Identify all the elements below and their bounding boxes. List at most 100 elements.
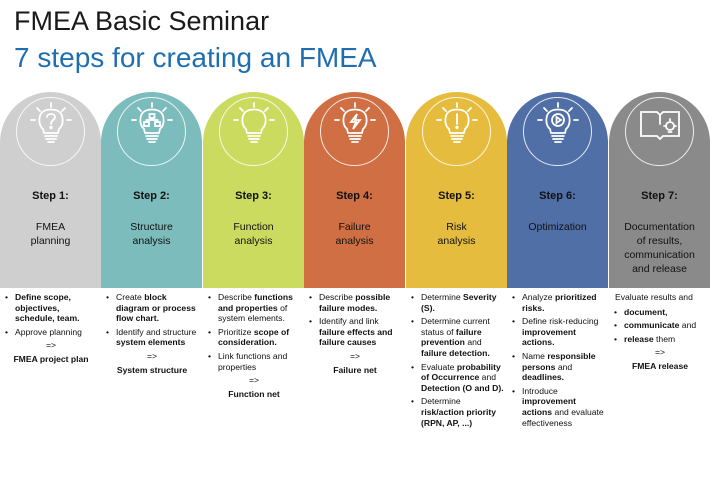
activities-intro: Evaluate results and bbox=[615, 292, 693, 302]
activity-text: failure prevention bbox=[421, 326, 482, 348]
activity-item: Determine Severity (S). bbox=[411, 292, 506, 313]
activity-text: risk/action priority (RPN, AP, ...) bbox=[421, 406, 496, 428]
activity-item: Name responsible persons and deadlines. bbox=[512, 350, 607, 383]
activity-text: Describe bbox=[319, 292, 356, 302]
step-name-line: communication bbox=[624, 249, 695, 261]
activity-text: Link functions and properties bbox=[218, 350, 288, 372]
step-7-badge bbox=[609, 88, 710, 198]
step-name-line: Failure bbox=[338, 221, 371, 233]
step-7-label: Step 7: bbox=[641, 190, 678, 202]
step-2-activities: Create block diagram or process flow cha… bbox=[103, 292, 201, 375]
step-name-line: FMEA bbox=[35, 221, 66, 233]
step-7-name: Documentation of results, communication and… bbox=[612, 220, 707, 276]
activity-text: Introduce bbox=[522, 385, 558, 396]
step-name-line: analysis bbox=[335, 235, 374, 247]
step-1-name: FMEA planning bbox=[3, 220, 98, 248]
activity-text: of system elements. bbox=[218, 302, 288, 324]
function-bulb-icon bbox=[233, 102, 275, 148]
step-4-activities: Describe possible failure modes. Identify… bbox=[306, 292, 404, 375]
page-subtitle: 7 steps for creating an FMEA bbox=[14, 42, 377, 73]
activity-text: possible failure modes. bbox=[319, 292, 391, 313]
step-6-label: Step 6: bbox=[539, 190, 576, 202]
activity-text: Determine current status of bbox=[421, 316, 490, 337]
step-5-column: Step 5: Risk analysis Determine Severity (S… bbox=[406, 88, 507, 490]
step-3-column: Step 3: Function analysis Describe function… bbox=[203, 88, 304, 490]
step-1-column: Step 1: FMEA planning Define scope, objecti… bbox=[0, 88, 101, 490]
activity-text: responsible persons bbox=[522, 350, 596, 372]
activity-item: Link functions and properties bbox=[208, 350, 303, 372]
result-arrow: => bbox=[654, 347, 666, 358]
result-arrow: => bbox=[248, 375, 260, 386]
activity-text: communicate bbox=[624, 320, 680, 331]
activity-text: Name bbox=[522, 350, 548, 361]
step-2-column: Step 2: Structure analysis Create block dia… bbox=[101, 88, 202, 490]
activity-item: Describe possible failure modes. bbox=[309, 292, 404, 313]
step-2-name: Structure analysis bbox=[104, 220, 199, 248]
activity-text: release bbox=[624, 333, 654, 344]
activity-item: Determine risk/action priority (RPN, AP,… bbox=[411, 396, 506, 428]
step-1-badge bbox=[0, 88, 101, 198]
activity-item: Approve planning bbox=[5, 327, 100, 338]
step-5-label: Step 5: bbox=[438, 190, 475, 202]
activity-item: Determine current status of failure prev… bbox=[411, 316, 506, 358]
step-6-activities: Analyze prioritized risks. Define risk-re… bbox=[509, 292, 607, 431]
activity-item: Identify and structure system elements bbox=[106, 326, 201, 348]
activity-text: improvement actions. bbox=[522, 326, 576, 348]
activity-text: and bbox=[479, 372, 497, 383]
activity-text: Describe bbox=[218, 292, 255, 302]
activity-item: release them bbox=[614, 333, 709, 345]
step-name-line: and release bbox=[632, 263, 687, 275]
exclamation-bulb-icon bbox=[436, 102, 478, 148]
activity-item: Prioritize scope of consideration. bbox=[208, 326, 303, 348]
activity-text: Determine bbox=[421, 396, 461, 407]
step-2-badge bbox=[101, 88, 202, 198]
activity-text: and bbox=[464, 337, 482, 348]
activity-text: Identify and structure bbox=[116, 326, 197, 337]
step-4-label: Step 4: bbox=[336, 190, 373, 202]
lightning-bulb-icon bbox=[334, 102, 376, 148]
structure-bulb-icon bbox=[131, 102, 173, 148]
activity-item: Describe functions and properties of sys… bbox=[208, 292, 303, 324]
step-6-badge bbox=[507, 88, 608, 198]
book-bulb-icon bbox=[639, 102, 681, 148]
step-name-line: Documentation bbox=[624, 221, 695, 233]
activity-text: scope of consideration. bbox=[218, 326, 290, 348]
activity-text: block diagram or process flow chart. bbox=[116, 292, 196, 324]
activity-item: Define scope, objectives, schedule, team… bbox=[5, 292, 100, 324]
activity-text: system elements bbox=[116, 337, 186, 348]
step-4-column: Step 4: Failure analysis Describe possible … bbox=[304, 88, 405, 490]
step-name-line: Optimization bbox=[528, 221, 587, 233]
step-1-result: FMEA project plan bbox=[13, 353, 89, 364]
activity-text: failure detection. bbox=[421, 347, 490, 358]
activity-text: them bbox=[653, 333, 676, 344]
step-6-name: Optimization bbox=[510, 220, 605, 234]
step-3-name: Function analysis bbox=[206, 220, 301, 248]
step-6-column: Step 6: Optimization Analyze prioritized r… bbox=[507, 88, 608, 490]
activity-item: Create block diagram or process flow cha… bbox=[106, 292, 201, 324]
step-name-line: planning bbox=[30, 235, 71, 247]
activity-text: Create bbox=[116, 292, 145, 302]
activity-item: Define risk-reducing improvement actions… bbox=[512, 316, 607, 348]
activity-text: Evaluate bbox=[421, 361, 457, 372]
activity-item: Evaluate probability of Occurrence and D… bbox=[411, 361, 506, 394]
activity-text: deadlines. bbox=[522, 372, 565, 383]
activity-text: Define scope, objectives, schedule, team… bbox=[15, 292, 80, 324]
step-3-result: Function net bbox=[228, 388, 280, 399]
activity-item: Introduce improvement actions and evalua… bbox=[512, 385, 607, 428]
result-arrow: => bbox=[146, 350, 158, 361]
activity-text: improvement actions bbox=[522, 396, 576, 417]
activity-text: prioritized risks. bbox=[522, 292, 597, 313]
activity-text: failure effects and failure causes bbox=[319, 326, 393, 348]
activity-text: functions and properties bbox=[218, 292, 293, 313]
activity-text: Detection (O and D). bbox=[421, 382, 504, 393]
step-name-line: Risk bbox=[446, 221, 467, 233]
activity-item: document, bbox=[614, 307, 709, 318]
activity-item: Identify and link failure effects and fa… bbox=[309, 316, 404, 348]
step-5-name: Risk analysis bbox=[409, 220, 504, 248]
step-4-badge bbox=[304, 88, 405, 198]
step-3-activities: Describe functions and properties of sys… bbox=[205, 292, 303, 399]
result-arrow: => bbox=[45, 340, 57, 351]
step-name-line: analysis bbox=[437, 235, 476, 247]
step-3-label: Step 3: bbox=[235, 190, 272, 202]
step-1-activities: Define scope, objectives, schedule, team… bbox=[2, 292, 100, 365]
